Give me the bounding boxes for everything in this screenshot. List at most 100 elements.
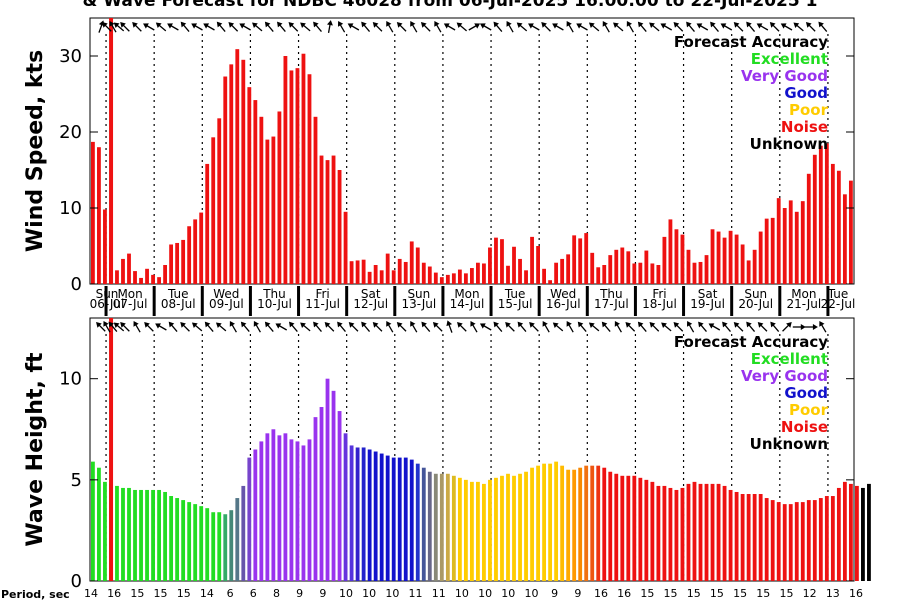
bar-series-1 [91, 378, 871, 581]
day-label-date: 15-Jul [498, 297, 533, 311]
bar [469, 268, 474, 284]
arrow-head [528, 23, 534, 29]
day-label-dow: Fri [315, 287, 329, 301]
arrow-head [746, 21, 752, 28]
direction-arrow [819, 320, 827, 333]
bar [800, 201, 805, 284]
bar [590, 465, 595, 581]
arrow-head [155, 323, 161, 329]
bar [506, 473, 510, 581]
period-tick-label: 14 [200, 587, 214, 600]
bar [127, 253, 131, 284]
period-tick-label: 10 [501, 587, 515, 600]
bar [848, 180, 853, 284]
arrow-head [253, 320, 259, 327]
arrow-head [120, 322, 126, 328]
period-tick-label: 15 [177, 587, 191, 600]
bar [181, 239, 186, 284]
arrow-head [264, 321, 271, 328]
bar [259, 116, 264, 284]
now-marker-0 [109, 18, 114, 284]
period-tick-label: 10 [455, 587, 469, 600]
bar [289, 439, 294, 581]
bar [644, 479, 649, 581]
direction-arrow [143, 23, 155, 31]
direction-arrow [361, 21, 371, 33]
bar [824, 143, 829, 284]
bar [500, 239, 504, 284]
arrow-head [240, 321, 247, 328]
bar [855, 485, 859, 581]
direction-arrow [479, 23, 492, 31]
direction-arrow [204, 321, 214, 333]
direction-arrow [216, 21, 226, 33]
bar [331, 155, 336, 284]
arrow-head [348, 322, 355, 328]
direction-arrow [637, 321, 647, 333]
direction-arrow [756, 23, 769, 31]
bar [746, 494, 751, 581]
bar [704, 255, 709, 284]
arrow-head [566, 20, 572, 27]
bar [566, 469, 571, 581]
direction-arrow [769, 22, 780, 32]
bar [530, 467, 534, 581]
arrow-head [733, 22, 740, 28]
arrow-head [673, 22, 680, 28]
bar [704, 483, 709, 581]
bar [692, 262, 697, 284]
direction-arrow [410, 20, 418, 33]
direction-arrow [577, 321, 587, 333]
arrow-head [770, 321, 776, 328]
direction-arrow [588, 322, 600, 332]
direction-arrow [288, 22, 299, 32]
direction-arrow [456, 22, 468, 32]
bar [331, 390, 336, 581]
direction-arrow [277, 21, 286, 33]
direction-arrow [326, 20, 333, 34]
legend-item: Very Good [741, 67, 828, 85]
arrow-head [228, 22, 235, 28]
direction-arrow [710, 21, 719, 33]
period-tick-label: 16 [594, 587, 608, 600]
bar [337, 170, 342, 284]
direction-arrow [372, 22, 383, 32]
period-tick-label: 8 [273, 587, 280, 600]
bar [229, 64, 234, 284]
bar [566, 254, 571, 284]
bar [97, 467, 101, 581]
bar [752, 494, 757, 581]
bar [734, 234, 739, 284]
bar [788, 504, 793, 581]
direction-arrow [818, 21, 828, 33]
bar [596, 267, 601, 284]
bar [121, 258, 125, 284]
bar [836, 487, 841, 581]
bar [728, 489, 733, 581]
bar [337, 411, 342, 581]
direction-arrow [470, 320, 478, 333]
arrow-head [456, 22, 463, 29]
arrow-head [229, 320, 235, 327]
arrow-head [443, 23, 450, 29]
direction-arrow [804, 324, 818, 330]
day-label-dow: Thu [599, 287, 623, 301]
y-tick-label: 0 [71, 571, 82, 592]
arrow-head [708, 323, 715, 329]
bar [680, 234, 685, 284]
direction-arrow [626, 20, 634, 33]
arrow-head [626, 20, 632, 27]
bar-series-0 [91, 49, 853, 285]
period-tick-label: 10 [524, 587, 538, 600]
bar [758, 231, 763, 284]
bar [524, 471, 528, 581]
arrow-head [410, 320, 416, 327]
bar [181, 500, 186, 581]
bar [217, 118, 222, 284]
bar [626, 475, 631, 581]
direction-arrow [337, 321, 346, 333]
day-label-date: 13-Jul [401, 297, 436, 311]
day-label-date: 21-Jul [786, 297, 821, 311]
direction-arrow [191, 322, 203, 332]
bar [229, 510, 234, 581]
